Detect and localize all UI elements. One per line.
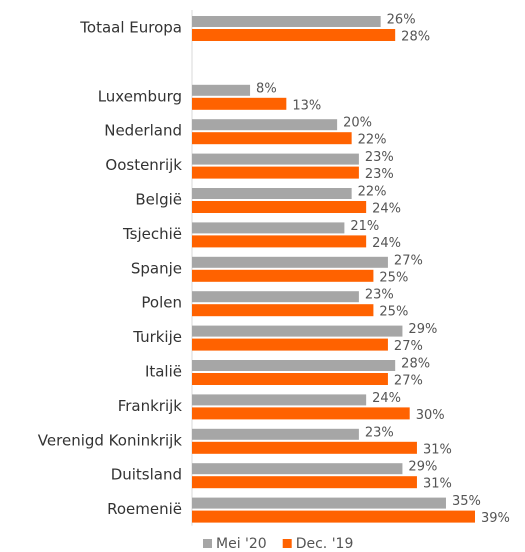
value-label: 23% [365,288,394,303]
category-label: Italië [145,363,182,381]
bar [192,338,388,351]
category-label: Roemenië [107,500,182,518]
value-label: 27% [394,253,423,268]
bar [192,304,374,317]
value-label: 29% [408,322,437,337]
value-label: 27% [394,339,423,354]
bar [192,360,396,371]
category-label: Spanje [131,259,182,277]
value-label: 27% [394,374,423,389]
bar [192,373,388,385]
value-label: 24% [372,391,401,406]
value-label: 39% [481,511,510,526]
bar [192,201,367,213]
value-label: 30% [416,408,445,423]
value-label: 28% [401,30,430,45]
value-label: 21% [350,219,379,234]
bar [192,235,367,248]
category-label: Nederland [104,122,182,140]
legend-swatch [203,539,212,548]
value-label: 31% [423,442,452,457]
bar [192,325,403,337]
value-label: 23% [365,150,394,165]
legend-label: Mei '20 [216,536,267,552]
bar [192,84,251,96]
value-label: 35% [452,494,481,509]
value-label: 13% [292,98,321,113]
bar [192,119,338,131]
bar [192,153,359,165]
bar [192,29,396,41]
legend-swatch [282,539,292,548]
bar [192,291,359,303]
category-label: Duitsland [111,466,182,484]
bar [192,441,417,454]
category-label: Frankrijk [118,397,183,415]
bar [192,476,417,489]
value-label: 31% [423,477,452,492]
value-label: 25% [379,270,408,285]
value-label: 22% [358,133,387,148]
category-label: Verenigd Koninkrijk [38,431,183,449]
category-label: Polen [141,294,182,312]
value-label: 8% [256,81,277,96]
category-label: Turkije [132,328,182,346]
bar [192,222,345,234]
bar [192,407,410,420]
category-label: Tsjechië [122,225,182,243]
value-label: 23% [365,425,394,440]
bar [192,16,381,27]
value-label: 23% [365,167,394,182]
category-label: België [135,191,182,209]
bar [192,97,287,110]
value-label: 22% [358,185,387,200]
value-label: 25% [379,305,408,320]
category-label: Totaal Europa [79,19,182,37]
bar [192,497,446,509]
value-label: 26% [387,13,416,28]
bar [192,463,403,475]
bar [192,510,475,523]
bar [192,166,359,179]
category-label: Oostenrijk [105,156,182,174]
value-label: 20% [343,116,372,131]
bar [192,269,374,282]
value-label: 28% [401,357,430,372]
bar [192,188,352,199]
category-label: Luxemburg [98,87,182,105]
value-label: 24% [372,236,401,251]
legend-label: Dec. '19 [296,536,354,552]
value-label: 29% [408,460,437,475]
bar [192,394,367,406]
bar [192,132,352,145]
value-label: 24% [372,202,401,217]
bar [192,428,359,440]
bar [192,256,388,268]
